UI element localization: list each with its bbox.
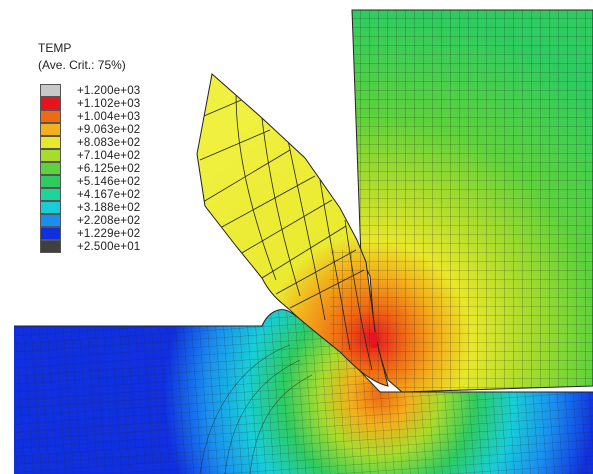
legend-entry: +2.500e+01 xyxy=(40,240,140,253)
legend-entry: +4.167e+02 xyxy=(40,188,140,201)
legend-entry: +9.063e+02 xyxy=(40,123,140,136)
legend-swatch xyxy=(40,97,61,110)
legend-label: +7.104e+02 xyxy=(77,149,141,162)
legend-label: +5.146e+02 xyxy=(77,175,141,188)
legend-entry: +7.104e+02 xyxy=(40,149,140,162)
legend-swatch xyxy=(40,84,61,97)
legend-swatch xyxy=(40,110,61,123)
legend-swatch xyxy=(40,149,61,162)
legend-subtitle: (Ave. Crit.: 75%) xyxy=(38,58,126,72)
legend-label: +4.167e+02 xyxy=(77,188,141,201)
legend-swatch xyxy=(40,175,61,188)
legend-label: +3.188e+02 xyxy=(77,201,141,214)
legend-entry: +2.208e+02 xyxy=(40,214,140,227)
legend-swatch xyxy=(40,214,61,227)
legend-entry: +5.146e+02 xyxy=(40,175,140,188)
legend-swatch xyxy=(40,240,61,253)
legend-label: +1.102e+03 xyxy=(77,97,141,110)
tool-region xyxy=(352,10,593,392)
legend-label: +1.200e+03 xyxy=(77,84,141,97)
legend-label: +6.125e+02 xyxy=(77,162,141,175)
legend-title: TEMP xyxy=(38,41,72,55)
legend-swatch xyxy=(40,201,61,214)
legend-entry: +1.229e+02 xyxy=(40,227,140,240)
legend-entry: +8.083e+02 xyxy=(40,136,140,149)
legend-swatch xyxy=(40,123,61,136)
legend-label: +1.229e+02 xyxy=(77,227,141,240)
legend-swatch xyxy=(40,227,61,240)
legend-label: +1.004e+03 xyxy=(77,110,141,123)
legend-entry: +3.188e+02 xyxy=(40,201,140,214)
legend-entry: +6.125e+02 xyxy=(40,162,140,175)
legend-label: +9.063e+02 xyxy=(77,123,141,136)
legend-swatch xyxy=(40,188,61,201)
legend-label: +8.083e+02 xyxy=(77,136,141,149)
legend-swatch xyxy=(40,162,61,175)
legend-label: +2.208e+02 xyxy=(77,214,141,227)
legend-entry: +1.200e+03 xyxy=(40,84,140,97)
legend-swatch xyxy=(40,136,61,149)
legend-label: +2.500e+01 xyxy=(77,240,141,253)
legend-entry: +1.004e+03 xyxy=(40,110,140,123)
legend-entry: +1.102e+03 xyxy=(40,97,140,110)
